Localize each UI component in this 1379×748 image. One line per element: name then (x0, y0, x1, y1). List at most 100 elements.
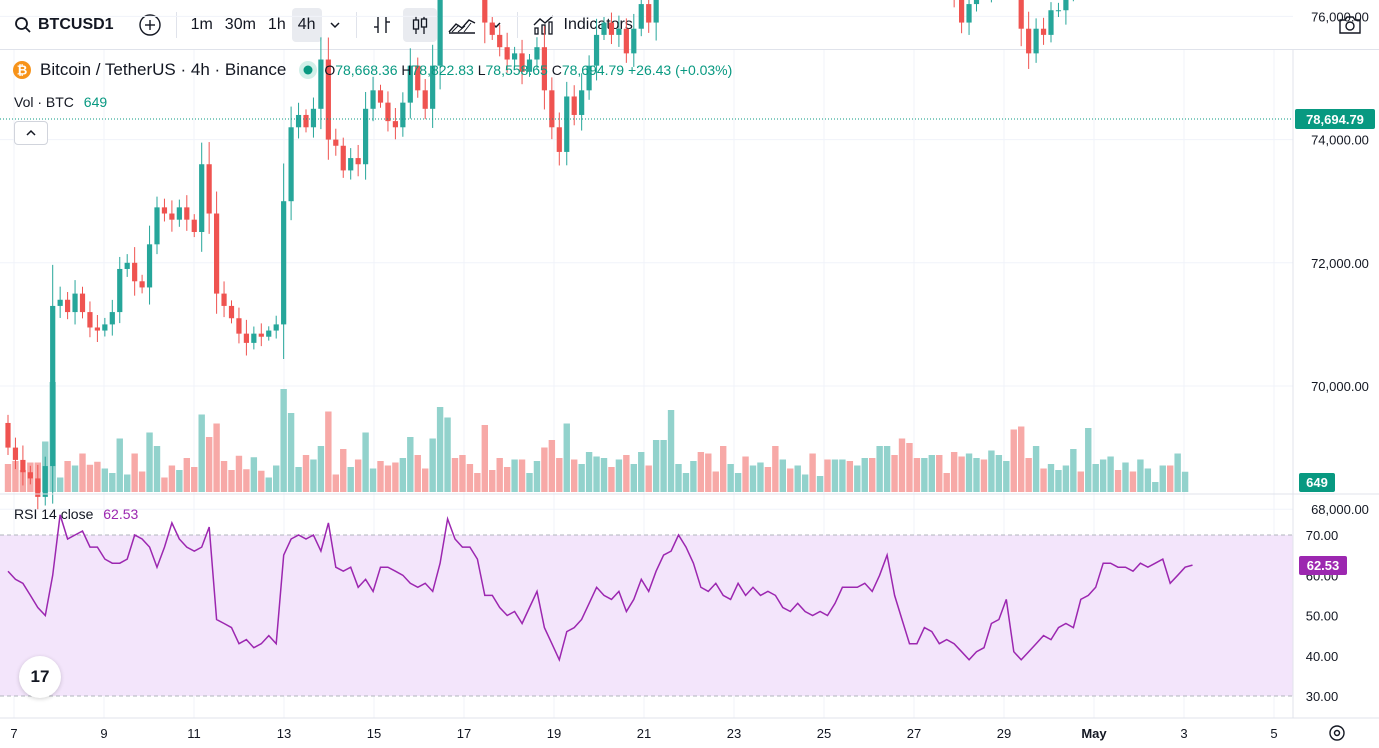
volume-bar (549, 440, 555, 492)
volume-bar (623, 455, 629, 492)
rsi-legend: RSI 14 close 62.53 (14, 506, 138, 522)
volume-bar (199, 415, 205, 493)
volume-bar (847, 461, 853, 492)
time-tick-label: 21 (637, 726, 651, 741)
volume-bar (713, 472, 719, 493)
volume-bar (1078, 472, 1084, 493)
candle-body (609, 23, 614, 35)
volume-bar (660, 440, 666, 492)
volume-bar (906, 443, 912, 492)
candle-body (341, 146, 346, 171)
volume-bar (474, 473, 480, 492)
candle-body (5, 423, 10, 448)
volume-bar (1160, 466, 1166, 493)
ohlc-values: O78,668.36 H78,822.83 L78,558.65 C78,694… (324, 62, 732, 78)
last-rsi-badge-text: 62.53 (1307, 558, 1340, 573)
volume-bar (929, 455, 935, 492)
volume-bar (1130, 472, 1136, 493)
volume-bar (593, 457, 599, 493)
volume-bar (236, 456, 242, 492)
candle-body (423, 90, 428, 108)
chart-settings-gear-icon[interactable] (1330, 726, 1344, 740)
volume-bar (325, 412, 331, 493)
candle-body (281, 201, 286, 324)
tradingview-logo[interactable]: 17 (19, 656, 61, 698)
volume-bar (489, 470, 495, 492)
candle-body (356, 158, 361, 164)
volume-bar (1011, 430, 1017, 493)
volume-bar (295, 467, 301, 492)
volume-bar (280, 389, 286, 492)
time-axis[interactable]: 7 9 11 13 15 17 19 21 23 25 27 29 May 3 5 (10, 726, 1277, 741)
volume-bars (5, 382, 1189, 492)
candle-body (207, 164, 212, 213)
volume-bar (586, 452, 592, 492)
volume-bar (876, 446, 882, 492)
rsi-tick-label: 50.00 (1306, 609, 1339, 624)
time-tick-label: 11 (187, 726, 201, 741)
volume-bar (1093, 464, 1099, 492)
candle-body (28, 472, 33, 478)
volume-bar (221, 461, 227, 492)
rsi-value: 62.53 (103, 506, 138, 522)
rsi-tick-label: 40.00 (1306, 649, 1339, 664)
volume-bar (459, 455, 465, 492)
volume-bar (981, 460, 987, 493)
candle-body (184, 207, 189, 219)
price-axis[interactable]: 80,000.0078,000.0076,000.0074,000.0072,0… (1311, 0, 1369, 517)
volume-bar (1174, 454, 1180, 493)
volume-bar (1055, 470, 1061, 492)
volume-bar (497, 458, 503, 492)
candle-body (95, 327, 100, 330)
candle-body (192, 220, 197, 232)
high-value: 78,822.83 (412, 62, 474, 78)
market-status-icon[interactable] (298, 60, 318, 80)
time-tick-label: 17 (457, 726, 471, 741)
volume-bar (422, 469, 428, 493)
volume-label[interactable]: Vol · BTC (14, 94, 74, 110)
collapse-legend-button[interactable] (14, 121, 48, 145)
volume-value: 649 (84, 94, 107, 110)
volume-bar (578, 464, 584, 492)
volume-bar (1033, 446, 1039, 492)
volume-bar (370, 469, 376, 493)
time-tick-label: 27 (907, 726, 921, 741)
candle-body (229, 306, 234, 318)
rsi-label[interactable]: RSI 14 close (14, 506, 93, 522)
candle-body (639, 4, 644, 29)
chart-legend: ₿ Bitcoin / TetherUS · 4h · Binance O78,… (12, 60, 732, 80)
candle-body (311, 109, 316, 127)
volume-bar (966, 454, 972, 493)
volume-bar (601, 458, 607, 492)
volume-bar (757, 463, 763, 493)
volume-bar (161, 478, 167, 493)
candle-body (654, 0, 659, 23)
candle-body (125, 263, 130, 269)
volume-bar (556, 458, 562, 492)
volume-bar (839, 460, 845, 493)
volume-bar (891, 455, 897, 492)
candle-body (162, 207, 167, 213)
symbol-title[interactable]: Bitcoin / TetherUS · 4h · Binance (40, 60, 286, 80)
candle-body (177, 207, 182, 219)
volume-bar (824, 460, 830, 493)
open-label: O (324, 62, 335, 78)
candle-body (438, 0, 443, 66)
candle-body (557, 127, 562, 152)
volume-bar (936, 455, 942, 492)
volume-bar (765, 467, 771, 492)
volume-bar (131, 454, 137, 493)
candle-body (154, 207, 159, 244)
volume-bar (571, 460, 577, 493)
candle-body (72, 294, 77, 312)
volume-bar (348, 467, 354, 492)
volume-bar (817, 476, 823, 492)
volume-bar (1063, 466, 1069, 493)
volume-bar (608, 467, 614, 492)
volume-bar (809, 454, 815, 493)
candle-body (1056, 10, 1061, 11)
candle-body (87, 312, 92, 327)
bitcoin-icon: ₿ (12, 60, 32, 80)
